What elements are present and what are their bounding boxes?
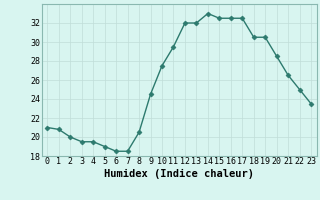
X-axis label: Humidex (Indice chaleur): Humidex (Indice chaleur) — [104, 169, 254, 179]
